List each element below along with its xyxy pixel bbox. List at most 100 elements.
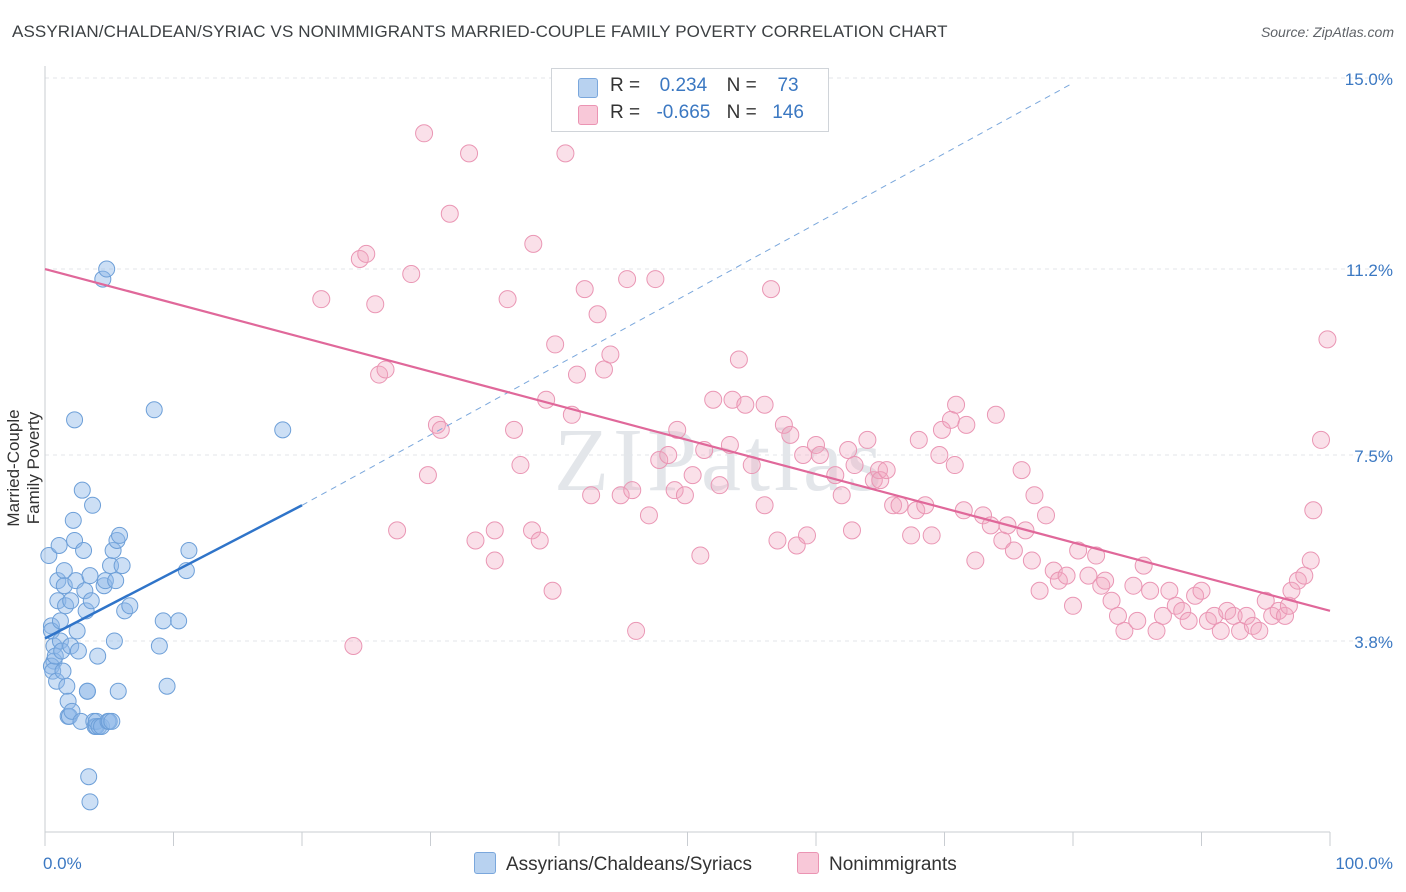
data-point-nonimmigrants	[588, 305, 607, 324]
data-point-nonimmigrants	[1096, 571, 1115, 590]
data-point-nonimmigrants	[932, 420, 951, 439]
legend-swatch-pink	[797, 852, 819, 874]
data-point-nonimmigrants	[922, 526, 941, 545]
data-point-assyrians	[51, 612, 69, 630]
data-point-nonimmigrants	[675, 486, 694, 505]
data-point-nonimmigrants	[842, 521, 861, 540]
data-point-nonimmigrants	[665, 481, 684, 500]
data-point-nonimmigrants	[415, 124, 434, 143]
data-point-nonimmigrants	[729, 350, 748, 369]
data-point-nonimmigrants	[986, 405, 1005, 424]
data-point-nonimmigrants	[736, 395, 755, 414]
data-point-nonimmigrants	[388, 521, 407, 540]
y-tick-label: 7.5%	[1354, 447, 1393, 466]
data-point-assyrians	[48, 672, 66, 690]
r-label: R =	[610, 102, 641, 123]
data-point-assyrians	[103, 712, 121, 730]
data-point-nonimmigrants	[402, 265, 421, 284]
data-point-nonimmigrants	[945, 456, 964, 475]
data-point-assyrians	[76, 582, 94, 600]
bottom-legend-assyrians: Assyrians/Chaldeans/Syriacs	[474, 852, 752, 876]
data-point-assyrians	[87, 712, 105, 730]
series-nonimmigrants	[312, 124, 1337, 656]
data-point-nonimmigrants	[1179, 611, 1198, 630]
data-point-nonimmigrants	[839, 440, 858, 459]
data-point-assyrians	[64, 511, 82, 529]
data-point-nonimmigrants	[418, 466, 437, 485]
data-point-nonimmigrants	[646, 270, 665, 289]
data-point-nonimmigrants	[505, 420, 524, 439]
data-point-assyrians	[40, 547, 58, 565]
data-point-nonimmigrants	[1141, 581, 1160, 600]
data-point-assyrians	[105, 632, 123, 650]
trend-line-assyrians-extension	[301, 82, 1074, 506]
data-point-assyrians	[145, 401, 163, 419]
chart-title: ASSYRIAN/CHALDEAN/SYRIAC VS NONIMMIGRANT…	[12, 22, 948, 41]
r-value: -0.665	[656, 102, 711, 123]
data-point-nonimmigrants	[807, 435, 825, 454]
data-point-assyrians	[81, 793, 99, 811]
data-point-nonimmigrants	[1282, 581, 1301, 600]
n-label: N =	[726, 75, 757, 96]
data-point-nonimmigrants	[623, 481, 642, 500]
y-tick-label: 3.8%	[1354, 633, 1393, 652]
data-point-nonimmigrants	[556, 144, 575, 163]
data-point-nonimmigrants	[466, 531, 485, 550]
data-point-nonimmigrants	[498, 290, 517, 309]
data-point-nonimmigrants	[704, 390, 723, 409]
data-point-assyrians	[89, 647, 107, 665]
data-point-nonimmigrants	[1025, 486, 1044, 505]
data-point-assyrians	[53, 642, 71, 660]
data-point-nonimmigrants	[357, 244, 376, 263]
data-point-nonimmigrants	[954, 501, 973, 520]
correlation-legend: R = 0.234 N = 73 R = -0.665 N = 146	[551, 68, 829, 132]
data-point-nonimmigrants	[1312, 430, 1331, 449]
data-point-nonimmigrants	[1304, 501, 1323, 520]
data-point-nonimmigrants	[691, 546, 710, 565]
data-point-assyrians	[57, 597, 75, 615]
data-point-nonimmigrants	[755, 496, 774, 515]
legend-swatch-blue	[474, 852, 496, 874]
data-point-nonimmigrants	[832, 486, 851, 505]
x-tick-label-max: 100.0%	[1335, 854, 1393, 873]
axes	[44, 66, 1331, 846]
data-point-assyrians	[66, 411, 84, 429]
data-point-nonimmigrants	[858, 430, 877, 449]
data-point-nonimmigrants	[575, 280, 594, 299]
data-point-nonimmigrants	[601, 345, 620, 364]
r-value: 0.234	[659, 75, 708, 96]
data-point-nonimmigrants	[1069, 541, 1088, 560]
data-point-nonimmigrants	[543, 581, 562, 600]
data-point-nonimmigrants	[1004, 541, 1023, 560]
data-point-nonimmigrants	[902, 526, 921, 545]
source-label: Source: ZipAtlas.com	[1260, 24, 1394, 40]
data-point-nonimmigrants	[1256, 591, 1275, 610]
data-point-nonimmigrants	[781, 425, 800, 444]
data-point-nonimmigrants	[1295, 566, 1314, 585]
data-point-assyrians	[158, 677, 176, 695]
data-point-assyrians	[50, 536, 68, 554]
n-value: 73	[777, 75, 799, 96]
data-point-nonimmigrants	[530, 531, 549, 550]
data-point-nonimmigrants	[1237, 606, 1256, 625]
data-point-nonimmigrants	[1012, 461, 1031, 480]
data-point-nonimmigrants	[582, 486, 601, 505]
data-point-assyrians	[274, 421, 292, 439]
data-point-nonimmigrants	[567, 365, 586, 384]
legend-swatch-blue	[578, 78, 598, 98]
data-point-nonimmigrants	[1057, 566, 1076, 585]
data-point-assyrians	[154, 612, 172, 630]
data-point-nonimmigrants	[1087, 546, 1106, 565]
data-point-assyrians	[54, 662, 72, 680]
data-point-nonimmigrants	[810, 446, 829, 464]
data-point-assyrians	[55, 562, 73, 580]
trend-lines	[44, 82, 1331, 640]
data-point-nonimmigrants	[966, 551, 985, 570]
data-point-assyrians	[121, 597, 139, 615]
data-point-nonimmigrants	[1147, 621, 1166, 640]
data-point-assyrians	[108, 531, 126, 549]
data-point-nonimmigrants	[344, 637, 363, 656]
trend-line-nonimmigrants	[44, 267, 1331, 612]
y-tick-label: 15.0%	[1345, 70, 1393, 89]
data-point-nonimmigrants	[1173, 601, 1192, 620]
